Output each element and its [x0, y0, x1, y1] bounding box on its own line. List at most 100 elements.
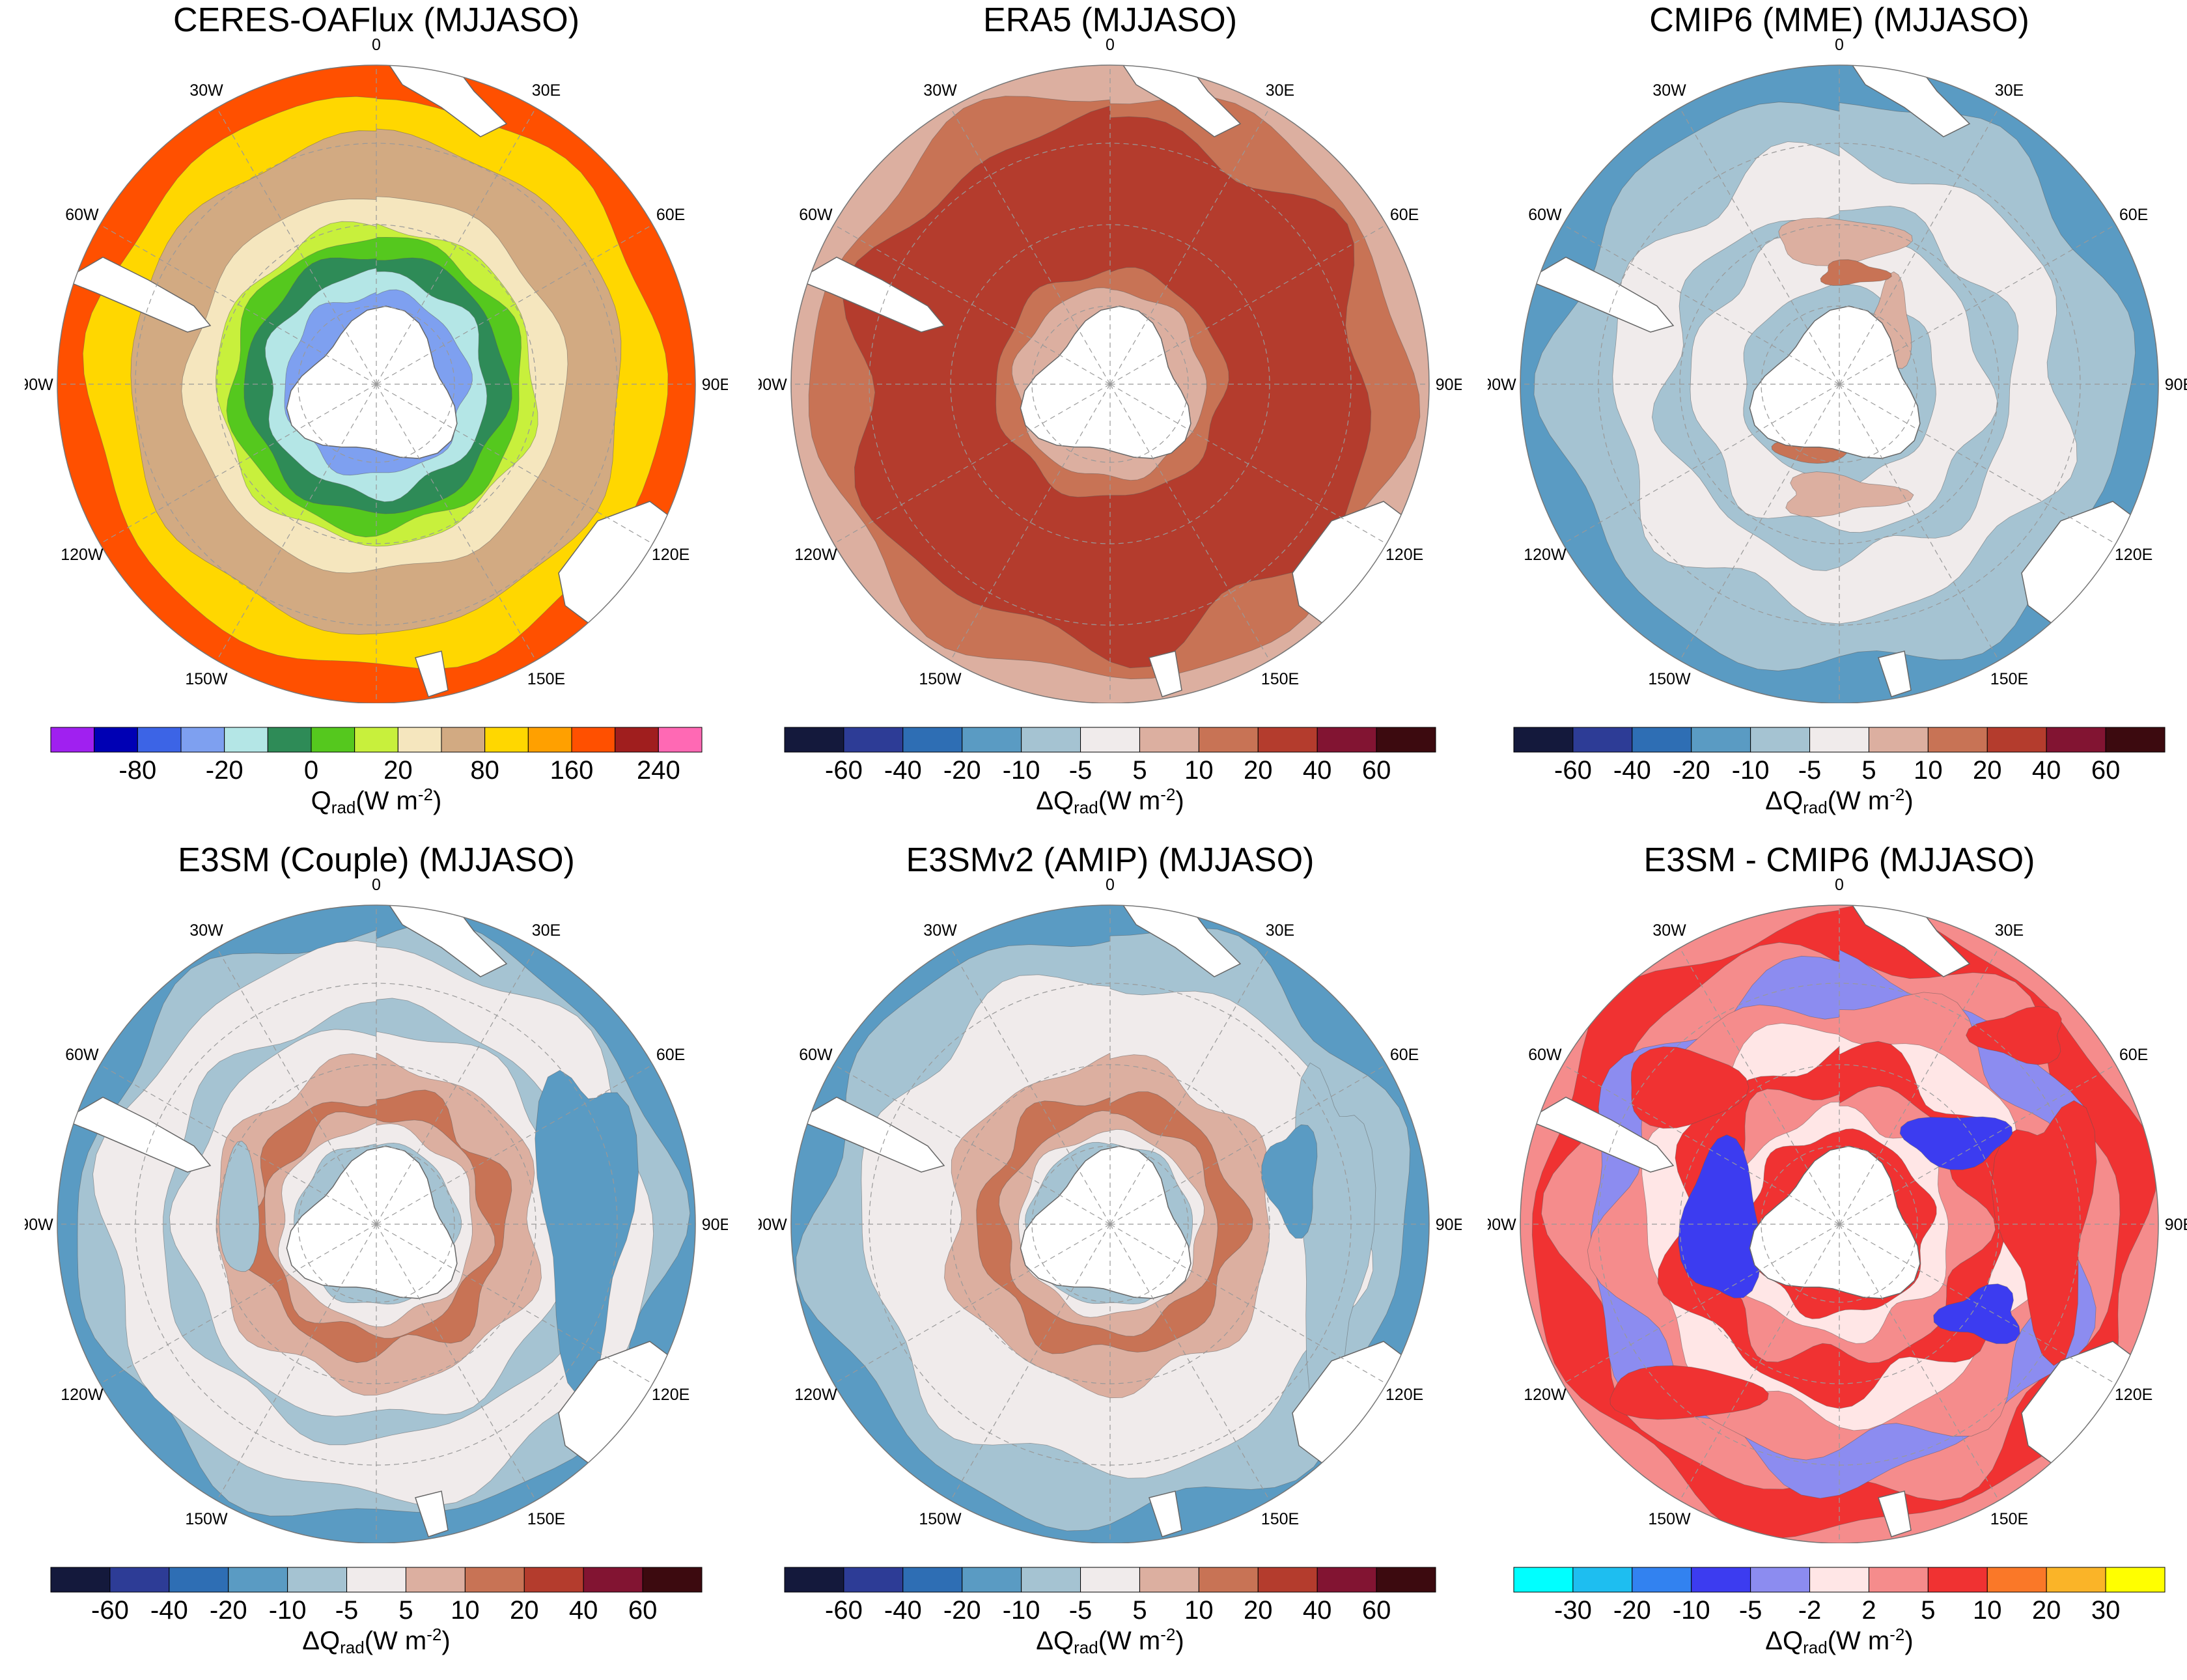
colorbar-box: [1632, 727, 1692, 753]
panel-title: E3SM - CMIP6 (MJJASO): [1643, 841, 2035, 879]
colorbar-quantity-subscript: rad: [1074, 1638, 1098, 1657]
contour-patch: [1933, 1283, 2020, 1344]
colorbar-box: [527, 727, 572, 753]
colorbar-box: [642, 1567, 703, 1593]
colorbar-box: [615, 727, 659, 753]
colorbar-box: [346, 1567, 406, 1593]
map-panel-1: CERES-OAFlux (MJJASO) 0 30E 60E 90E 120E 150E 1…: [25, 0, 728, 817]
colorbar-tick-label: 60: [1361, 756, 1391, 785]
longitude-label: 0: [1835, 876, 1844, 894]
colorbar-quantity: ΔQ: [1765, 1627, 1804, 1655]
colorbar-quantity: ΔQ: [1765, 787, 1804, 815]
continent-landmass: [796, 257, 945, 333]
contour-patch: [1609, 1365, 1769, 1420]
contour-patch: [1785, 471, 1914, 518]
longitude-label: 30E: [1995, 81, 2024, 100]
colorbar-units-close: ): [1904, 787, 1914, 815]
colorbar-quantity: ΔQ: [1036, 787, 1074, 815]
colorbar-tick-label: 5: [1921, 1596, 1936, 1625]
contour-patch: [535, 1070, 639, 1397]
longitude-label: 60E: [656, 1046, 685, 1064]
longitude-label: 150E: [1261, 670, 1299, 688]
colorbar-box: [1572, 727, 1633, 753]
colorbar: -60 -40 -20 -10 -5 5 10 20 40 60 ΔQrad(W m-2): [25, 1566, 728, 1664]
colorbar-title: ΔQrad(W m-2): [759, 785, 1462, 818]
colorbar-box: [1139, 1567, 1199, 1593]
panel-title: E3SMv2 (AMIP) (MJJASO): [906, 841, 1315, 879]
colorbar-quantity: ΔQ: [1036, 1627, 1074, 1655]
longitude-label: 120E: [1386, 546, 1423, 564]
colorbar-box: [464, 1567, 525, 1593]
colorbar-tick-label: 10: [1973, 1596, 2002, 1625]
polar-stereographic-map: 030E60E90E120E150E180150W120W90W60W30W: [759, 876, 1462, 1543]
continent-landmass: [63, 257, 212, 333]
longitude-label: 60W: [65, 1046, 99, 1064]
longitude-label: 120W: [794, 1386, 837, 1404]
colorbar-box: [1139, 727, 1199, 753]
colorbar-boxes: [784, 727, 1436, 753]
colorbar-box: [1257, 727, 1318, 753]
colorbar-box: [1986, 1567, 2047, 1593]
colorbar-boxes: [50, 1567, 703, 1593]
longitude-label: 90E: [2165, 376, 2187, 394]
longitude-label: 120W: [794, 546, 837, 564]
colorbar-quantity-subscript: rad: [1074, 798, 1098, 817]
colorbar-tick-label: 60: [2091, 756, 2121, 785]
colorbar-tick-label: 240: [636, 756, 680, 785]
colorbar-tick-label: -20: [1672, 756, 1710, 785]
polar-stereographic-map: 030E60E90E120E150E180150W120W90W60W30W: [1488, 876, 2187, 1543]
colorbar-units: (W m: [1827, 787, 1890, 815]
colorbar-box: [843, 1567, 904, 1593]
longitude-label: 90W: [759, 376, 787, 394]
longitude-label: 30W: [189, 81, 223, 100]
colorbar-box: [311, 727, 355, 753]
map-panel-3: CMIP6 (MME) (MJJASO)030E60E90E120E150E18…: [1488, 0, 2187, 817]
colorbar-box: [405, 1567, 466, 1593]
polar-stereographic-map: 030E60E90E120E150E180150W120W90W60W30W: [759, 36, 1462, 703]
continent-landmass: [415, 1491, 449, 1537]
longitude-label: 0: [1835, 36, 1844, 54]
colorbar-box: [1376, 727, 1436, 753]
colorbar-box: [1927, 1567, 1988, 1593]
colorbar-tick-label: -10: [1002, 1596, 1040, 1625]
longitude-label: 30E: [532, 921, 561, 940]
longitude-label: 30E: [1995, 921, 2024, 940]
colorbar-box: [224, 727, 268, 753]
longitude-label: 0: [372, 36, 381, 54]
colorbar-box: [583, 1567, 643, 1593]
colorbar-box: [843, 727, 904, 753]
colorbar-tick-label: 10: [1184, 756, 1214, 785]
colorbar-units-close: ): [1175, 1627, 1184, 1655]
colorbar-box: [1750, 727, 1811, 753]
longitude-label: 90E: [1436, 376, 1462, 394]
colorbar-box: [1021, 1567, 1081, 1593]
longitude-label: 90E: [1436, 1216, 1462, 1234]
longitude-label: 60W: [799, 1046, 833, 1064]
colorbar-title: ΔQrad(W m-2): [1488, 785, 2187, 818]
colorbar-box: [1809, 1567, 1869, 1593]
longitude-label: 150E: [527, 670, 565, 688]
colorbar-title: Qrad(W m-2): [25, 785, 728, 818]
colorbar-tick-label: 2: [1861, 1596, 1876, 1625]
longitude-label: 60W: [1528, 1046, 1562, 1064]
colorbar-box: [571, 727, 616, 753]
contour-patch: [1261, 1124, 1318, 1239]
colorbar-box: [169, 1567, 229, 1593]
colorbar-box: [1868, 727, 1929, 753]
colorbar-box: [1572, 1567, 1633, 1593]
colorbar-box: [94, 727, 138, 753]
longitude-label: 30W: [1652, 921, 1686, 940]
map-panel-6: E3SM - CMIP6 (MJJASO)0 30E 60E 90E 120E 150E 1…: [1488, 840, 2187, 1657]
continent-landmass: [1525, 257, 1675, 333]
colorbar-box: [784, 727, 844, 753]
colorbar-tick-label: -30: [1554, 1596, 1592, 1625]
colorbar-box: [962, 727, 1022, 753]
colorbar-boxes: [1513, 727, 2166, 753]
longitude-label: 150W: [919, 670, 962, 688]
longitude-label: 60W: [799, 206, 833, 224]
colorbar-box: [2105, 727, 2166, 753]
colorbar: -30 -20 -10 -5 -2 2 5 10 20 30 ΔQrad(W m-2): [1488, 1566, 2187, 1664]
colorbar-box: [180, 727, 225, 753]
longitude-label: 120E: [652, 546, 690, 564]
colorbar-tick-label: -80: [118, 756, 157, 785]
